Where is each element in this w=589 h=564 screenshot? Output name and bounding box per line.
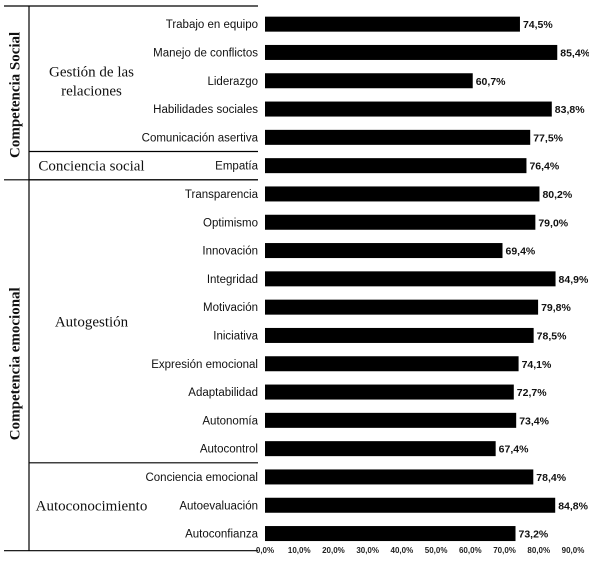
category-label: Autoevaluación [179, 500, 258, 512]
bar [265, 441, 496, 457]
category-label: Autocontrol [200, 444, 258, 456]
value-label: 77,5% [533, 132, 563, 144]
group-label: Autogestión [55, 314, 129, 330]
value-label: 73,4% [519, 415, 549, 427]
category-label: Innovación [202, 246, 258, 258]
category-label: Liderazgo [207, 76, 258, 88]
category-label: Integridad [207, 274, 258, 286]
value-label: 80,2% [542, 189, 572, 201]
bar [265, 158, 527, 174]
group-label: Autoconocimiento [36, 498, 148, 514]
bar [265, 73, 473, 89]
bar [265, 186, 540, 202]
category-label: Empatía [215, 161, 258, 173]
x-tick-label: 20,0% [322, 546, 345, 555]
bar [265, 384, 514, 400]
value-label: 76,4% [529, 161, 559, 173]
x-tick-label: 40,0% [391, 546, 414, 555]
value-label: 72,7% [517, 387, 547, 399]
category-label: Iniciativa [213, 330, 258, 342]
value-label: 74,5% [523, 19, 553, 31]
bar [265, 271, 556, 287]
category-label: Autoconfianza [185, 529, 258, 541]
competency-label: Competencia Social [8, 32, 24, 158]
value-label: 85,4% [560, 47, 589, 59]
competency-label: Competencia emocional [8, 287, 24, 440]
value-label: 69,4% [506, 246, 536, 258]
bar [265, 412, 517, 428]
category-label: Habilidades sociales [153, 104, 258, 116]
bar [265, 526, 516, 542]
bar [265, 497, 556, 513]
group-label: Gestión de las [49, 64, 134, 80]
bar [265, 327, 534, 343]
category-label: Conciencia emocional [145, 472, 258, 484]
x-tick-label: 30,0% [356, 546, 379, 555]
category-label: Adaptabilidad [188, 387, 258, 399]
bar [265, 101, 552, 117]
x-tick-label: 60,0% [459, 546, 482, 555]
group-label: Conciencia social [38, 159, 144, 175]
x-tick-label: 80,0% [527, 546, 550, 555]
value-label: 78,4% [536, 472, 566, 484]
category-label: Transparencia [185, 189, 259, 201]
bar [265, 129, 531, 145]
value-label: 84,8% [558, 500, 588, 512]
value-label: 67,4% [499, 444, 529, 456]
category-label: Expresión emocional [151, 359, 258, 371]
bar [265, 356, 519, 372]
value-label: 83,8% [555, 104, 585, 116]
bar [265, 243, 503, 259]
value-label: 78,5% [537, 330, 567, 342]
x-tick-label: 70,0% [493, 546, 516, 555]
bar [265, 44, 558, 60]
category-label: Motivación [203, 302, 258, 314]
value-label: 84,9% [559, 274, 589, 286]
bar [265, 16, 520, 32]
x-tick-label: 90,0% [562, 546, 585, 555]
bar [265, 214, 536, 230]
value-label: 74,1% [522, 359, 552, 371]
category-label: Autonomía [202, 415, 258, 427]
x-tick-label: 50,0% [425, 546, 448, 555]
x-tick-label: 10,0% [288, 546, 311, 555]
category-label: Comunicación asertiva [142, 132, 259, 144]
group-label: relaciones [61, 83, 122, 99]
x-tick-label: 0,0% [256, 546, 274, 555]
bar [265, 299, 539, 315]
value-label: 60,7% [476, 76, 506, 88]
category-label: Manejo de conflictos [153, 47, 258, 59]
value-label: 79,8% [541, 302, 571, 314]
category-label: Optimismo [203, 217, 258, 229]
value-label: 73,2% [519, 529, 549, 541]
value-label: 79,0% [538, 217, 568, 229]
category-label: Trabajo en equipo [166, 19, 258, 31]
bar [265, 469, 534, 485]
